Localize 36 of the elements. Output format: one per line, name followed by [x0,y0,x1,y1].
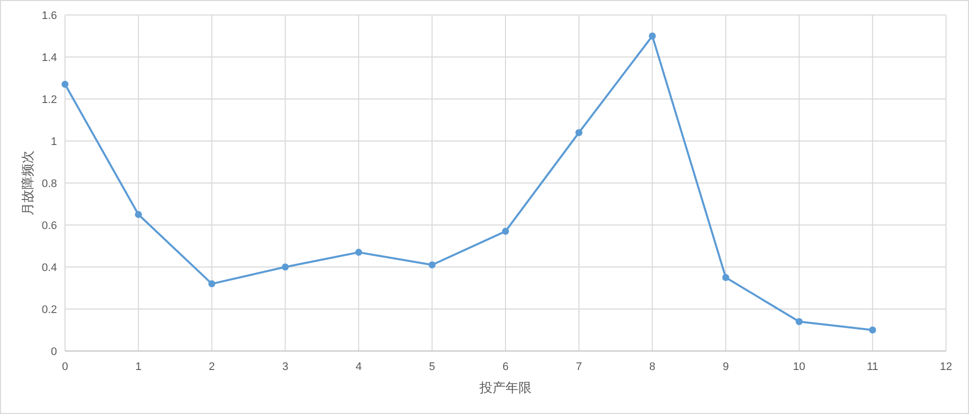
y-tick-label: 0.4 [42,262,57,274]
x-tick-label: 2 [208,361,215,373]
point [355,248,362,256]
y-tick-label: 0 [50,346,57,358]
x-tick-label: 3 [282,361,288,373]
point [428,261,436,268]
x-tick-label: 4 [356,361,362,373]
point [502,228,509,235]
x-tick-label: 8 [649,361,656,373]
x-tick-label: 5 [429,361,436,373]
y-tick-label: 0.6 [42,220,57,232]
x-tick-label: 1 [135,361,142,373]
x-tick-label: 6 [502,361,509,373]
y-tick-label: 1 [50,136,57,148]
point [282,264,289,270]
point [134,211,142,218]
y-axis-title: 月故障频次 [20,150,35,216]
x-tick-label: 9 [722,361,729,373]
x-axis-title: 投产年限 [478,380,532,395]
point [62,80,68,88]
y-tick-label: 1.4 [42,52,57,64]
x-tick-label: 10 [793,361,806,373]
y-tick-label: 0.8 [42,178,57,190]
point [869,326,876,334]
point [575,129,582,136]
x-tick-label: 12 [940,361,952,373]
x-tick-label: 11 [866,361,878,373]
y-tick-label: 0.2 [42,304,57,316]
x-tick-label: 7 [576,361,582,373]
y-tick-label: 1.2 [42,94,57,106]
y-tick-label: 1.6 [42,10,57,22]
point [208,280,216,288]
point [722,274,730,281]
point [796,318,803,326]
point [648,32,656,40]
x-tick-label: 0 [62,361,68,373]
